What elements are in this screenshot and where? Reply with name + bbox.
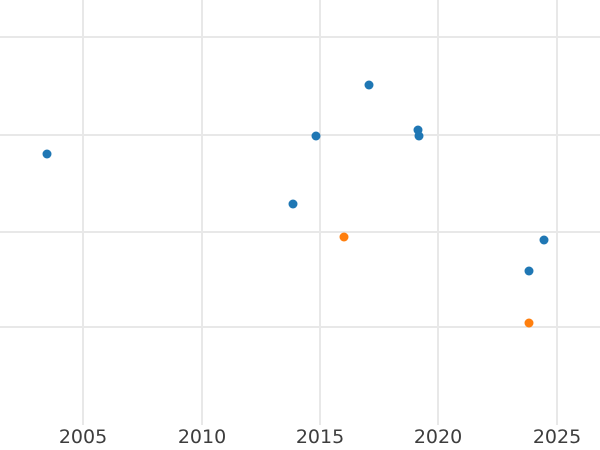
data-point-blue-series	[288, 199, 298, 209]
horizontal-gridline	[0, 36, 600, 38]
horizontal-gridline	[0, 326, 600, 328]
data-point-orange-series	[339, 232, 349, 242]
vertical-gridline	[437, 0, 439, 425]
vertical-gridline	[82, 0, 84, 425]
data-point-blue-series	[311, 131, 321, 141]
x-tick-label: 2020	[413, 426, 463, 448]
x-tick-label: 2015	[295, 426, 345, 448]
data-point-blue-series	[539, 235, 549, 245]
data-point-blue-series	[364, 80, 374, 90]
vertical-gridline	[556, 0, 558, 425]
x-tick-label: 2010	[177, 426, 227, 448]
data-point-blue-series	[413, 125, 423, 135]
x-tick-label: 2005	[58, 426, 108, 448]
horizontal-gridline	[0, 231, 600, 233]
vertical-gridline	[319, 0, 321, 425]
data-point-orange-series	[524, 318, 534, 328]
data-point-blue-series	[524, 266, 534, 276]
x-tick-label: 2025	[532, 426, 582, 448]
horizontal-gridline	[0, 134, 600, 136]
data-point-blue-series	[414, 131, 424, 141]
data-point-blue-series	[42, 149, 52, 159]
vertical-gridline	[201, 0, 203, 425]
